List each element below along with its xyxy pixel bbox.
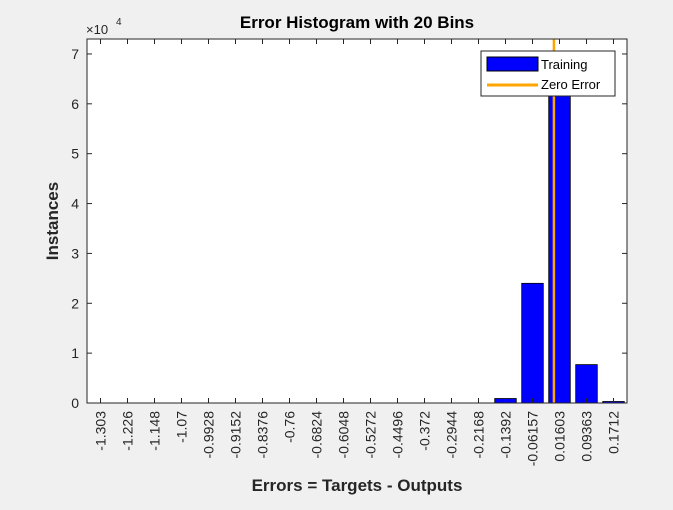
histogram-bar <box>575 364 598 404</box>
y-tick-label: 5 <box>71 146 79 162</box>
x-tick-label: -0.1392 <box>498 411 514 459</box>
x-tick-label: -1.07 <box>174 411 190 443</box>
x-tick-label: -0.9928 <box>201 411 217 459</box>
axes-box <box>86 38 628 404</box>
x-tick-label: 0.1712 <box>606 411 622 454</box>
y-tick-label: 1 <box>71 345 79 361</box>
x-tick-label: -0.2944 <box>444 411 460 459</box>
legend-swatch-training <box>486 56 539 72</box>
x-tick-label: -0.8376 <box>255 411 271 459</box>
chart-title: Error Histogram with 20 Bins <box>240 13 474 32</box>
x-tick-label: -0.06157 <box>525 411 541 466</box>
y-tick-label: 6 <box>71 96 79 112</box>
x-tick-label: -0.372 <box>417 411 433 451</box>
x-tick-label: -0.76 <box>282 411 298 443</box>
x-axis-label: Errors = Targets - Outputs <box>252 476 463 495</box>
y-tick-label: 7 <box>71 46 79 62</box>
x-tick-label: -0.6048 <box>336 411 352 459</box>
y-exponent-power: 4 <box>116 17 122 28</box>
y-exponent-base: ×10 <box>86 22 108 37</box>
x-tick-label: -0.4496 <box>390 411 406 459</box>
legend: Training Zero Error <box>480 50 616 97</box>
legend-label-zero-error: Zero Error <box>541 77 601 92</box>
x-tick-label: 0.09363 <box>579 411 595 462</box>
x-tick-label: -0.6824 <box>309 411 325 459</box>
x-tick-label: -0.2168 <box>471 411 487 459</box>
x-tick-label: -1.148 <box>147 411 163 451</box>
histogram-bar <box>548 88 571 404</box>
y-exponent: ×10 4 <box>86 17 122 37</box>
x-tick-label: -1.226 <box>120 411 136 451</box>
y-tick-label: 0 <box>71 395 79 411</box>
y-tick-label: 4 <box>71 196 79 212</box>
x-tick-label: -1.303 <box>93 411 109 451</box>
x-tick-label: -0.9152 <box>228 411 244 459</box>
legend-label-training: Training <box>541 57 587 72</box>
y-tick-label: 2 <box>71 295 79 311</box>
histogram-bar <box>521 282 544 404</box>
y-axis-label: Instances <box>43 182 62 260</box>
x-tick-label: 0.01603 <box>552 411 568 462</box>
x-tick-label: -0.5272 <box>363 411 379 459</box>
y-tick-label: 3 <box>71 245 79 261</box>
